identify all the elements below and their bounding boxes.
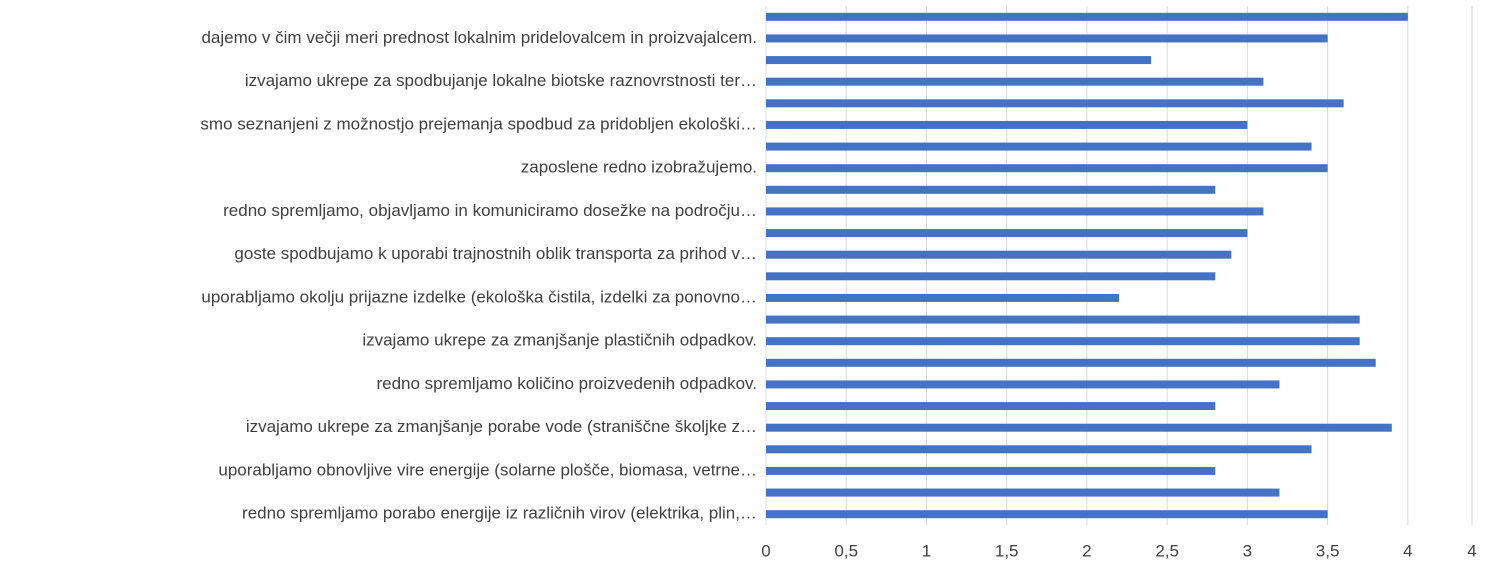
bar [766, 229, 1248, 238]
bar [766, 99, 1344, 108]
y-tick-label: smo seznanjeni z možnostjo prejemanja sp… [200, 114, 757, 133]
x-tick-label: 3,5 [1316, 541, 1340, 560]
bar [766, 207, 1264, 216]
bar [766, 488, 1280, 497]
bar [766, 142, 1312, 151]
x-tick-label: 1 [922, 541, 931, 560]
y-tick-label: izvajamo ukrepe za zmanjšanje plastičnih… [362, 331, 757, 350]
x-tick-label: 1,5 [995, 541, 1019, 560]
bar [766, 185, 1216, 194]
bar [766, 358, 1376, 367]
bar [766, 250, 1232, 259]
bar [766, 293, 1119, 302]
x-tick-label: 2 [1082, 541, 1091, 560]
bar [766, 402, 1216, 411]
y-tick-label: izvajamo ukrepe za zmanjšanje porabe vod… [246, 417, 757, 436]
bar [766, 77, 1264, 86]
y-tick-label: uporabljamo okolju prijazne izdelke (eko… [201, 287, 757, 306]
bar [766, 272, 1216, 281]
x-tick-label: 0,5 [834, 541, 858, 560]
y-tick-label: zaposlene redno izobražujemo. [521, 158, 757, 177]
bar [766, 380, 1280, 389]
bar [766, 337, 1360, 346]
bar [766, 423, 1392, 432]
y-tick-label: redno spremljamo količino proizvedenih o… [376, 374, 757, 393]
bar [766, 466, 1216, 475]
bar [766, 315, 1360, 324]
x-tick-label: 2,5 [1155, 541, 1179, 560]
y-tick-label: dajemo v čim večji meri prednost lokalni… [201, 28, 757, 47]
bar [766, 34, 1328, 43]
y-tick-label: uporabljamo obnovljive vire energije (so… [218, 460, 757, 479]
y-tick-label: redno spremljamo, objavljamo in komunici… [223, 201, 757, 220]
y-tick-label: goste spodbujamo k uporabi trajnostnih o… [234, 244, 757, 263]
x-tick-label: 4 [1467, 541, 1476, 560]
y-tick-label: redno spremljamo porabo energije iz razl… [242, 504, 757, 523]
x-tick-label: 3 [1243, 541, 1252, 560]
bar [766, 510, 1328, 519]
y-tick-label: izvajamo ukrepe za spodbujanje lokalne b… [245, 71, 757, 90]
bar [766, 445, 1312, 454]
bar [766, 120, 1248, 129]
bar [766, 56, 1152, 65]
bar [766, 12, 1408, 21]
x-tick-label: 0 [761, 541, 770, 560]
bar [766, 164, 1328, 173]
x-tick-label: 4 [1403, 541, 1412, 560]
